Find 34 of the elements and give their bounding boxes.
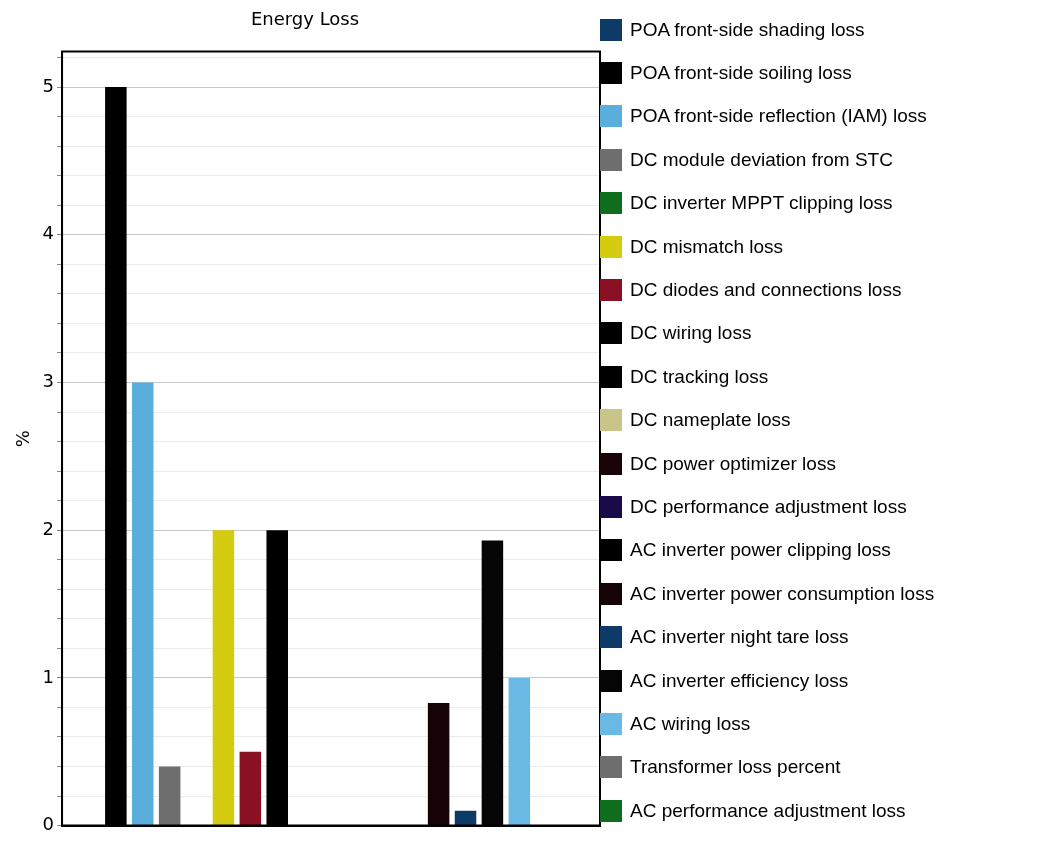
legend-label: DC mismatch loss [630, 235, 784, 258]
legend-label: AC wiring loss [630, 712, 751, 735]
bar [239, 751, 262, 826]
bar [212, 530, 235, 826]
bar [427, 703, 450, 826]
legend-label: DC module deviation from STC [630, 148, 893, 171]
legend-label: AC inverter night tare loss [630, 626, 849, 649]
y-tick-label: 5 [42, 74, 55, 96]
bar [454, 810, 477, 826]
y-tick-label: 4 [42, 222, 55, 244]
legend-label: DC tracking loss [630, 365, 769, 388]
y-tick-label: 1 [42, 665, 55, 687]
legend-label: POA front-side shading loss [630, 18, 865, 41]
y-axis-title: % [12, 430, 34, 448]
legend-label: DC performance adjustment loss [630, 495, 907, 518]
bar [158, 766, 181, 826]
legend-label: DC wiring loss [630, 322, 752, 345]
legend-label: DC diodes and connections loss [630, 279, 902, 302]
y-tick-label: 3 [42, 370, 55, 392]
bar [508, 677, 531, 826]
legend-label: Transformer loss percent [630, 756, 841, 779]
bar [131, 382, 154, 826]
legend-label: AC inverter power clipping loss [630, 539, 891, 562]
legend-label: DC nameplate loss [630, 409, 791, 432]
legend-label: DC inverter MPPT clipping loss [630, 192, 893, 215]
y-tick-label: 0 [42, 813, 55, 835]
legend-label: AC performance adjustment loss [630, 799, 906, 822]
legend-label: POA front-side reflection (IAM) loss [630, 105, 927, 128]
legend-label: DC power optimizer loss [630, 452, 836, 475]
legend-label: POA front-side soiling loss [630, 62, 852, 85]
chart-title: Energy Loss [250, 8, 360, 30]
legend-label: AC inverter power consumption loss [630, 582, 935, 605]
legend-label: AC inverter efficiency loss [630, 669, 849, 692]
y-tick-label: 2 [42, 517, 55, 539]
